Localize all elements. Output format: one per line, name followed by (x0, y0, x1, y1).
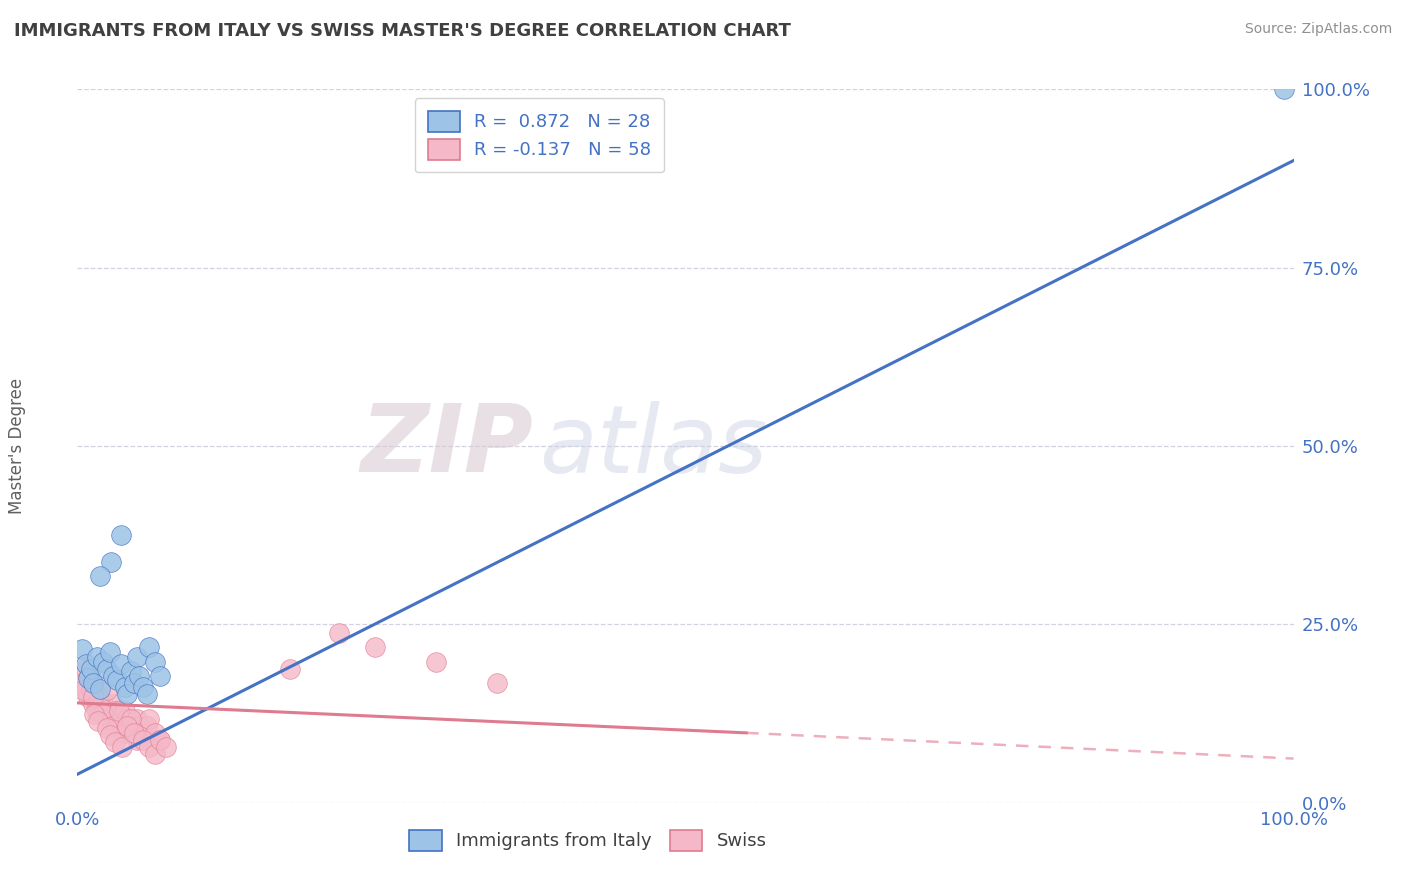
Text: Source: ZipAtlas.com: Source: ZipAtlas.com (1244, 22, 1392, 37)
Text: atlas: atlas (540, 401, 768, 491)
Point (96, 721, 118, 735)
Point (75, 683, 97, 698)
Point (115, 719, 138, 733)
Point (96, 705, 118, 719)
Point (111, 740, 134, 755)
Point (149, 733, 172, 747)
Point (82, 676, 104, 690)
Point (72, 683, 94, 698)
Point (98, 728, 121, 742)
Point (128, 719, 150, 733)
Point (89, 690, 111, 705)
Point (138, 712, 160, 726)
Point (91, 706, 114, 721)
Point (87, 692, 110, 706)
Point (101, 669, 124, 683)
Point (114, 705, 136, 719)
Point (155, 740, 177, 755)
Legend: Immigrants from Italy, Swiss: Immigrants from Italy, Swiss (402, 822, 775, 858)
Point (100, 555, 122, 569)
Point (104, 705, 127, 719)
Point (96, 683, 118, 698)
Point (132, 680, 155, 694)
Point (132, 733, 155, 747)
Text: Master's Degree: Master's Degree (8, 378, 25, 514)
Point (82, 698, 104, 712)
Text: IMMIGRANTS FROM ITALY VS SWISS MASTER'S DEGREE CORRELATION CHART: IMMIGRANTS FROM ITALY VS SWISS MASTER'S … (14, 22, 792, 40)
Point (91, 655, 114, 669)
Point (120, 719, 142, 733)
Point (143, 747, 166, 762)
Point (132, 726, 155, 740)
Point (107, 705, 129, 719)
Point (77, 669, 100, 683)
Point (101, 698, 124, 712)
Point (101, 719, 124, 733)
Text: ZIP: ZIP (360, 400, 533, 492)
Point (128, 669, 150, 683)
Point (138, 740, 160, 755)
Point (89, 569, 111, 583)
Point (425, 655, 447, 669)
Point (83, 685, 105, 699)
Point (70, 676, 93, 690)
Point (89, 681, 111, 696)
Point (125, 733, 148, 747)
Point (110, 528, 132, 542)
Point (107, 712, 129, 726)
Point (80, 662, 103, 676)
Point (138, 640, 160, 655)
Point (104, 735, 127, 749)
Point (120, 664, 142, 678)
Point (143, 655, 166, 669)
Point (115, 712, 138, 726)
Point (278, 662, 301, 676)
Point (107, 673, 129, 687)
Point (328, 626, 350, 640)
Point (485, 676, 508, 690)
Point (124, 726, 146, 740)
Point (91, 698, 114, 712)
Point (125, 649, 148, 664)
Point (124, 726, 146, 740)
Point (86, 649, 108, 664)
Point (86, 705, 108, 719)
Point (135, 719, 157, 733)
Point (87, 714, 110, 728)
Point (135, 687, 157, 701)
Point (364, 640, 387, 655)
Point (110, 657, 132, 671)
Point (143, 726, 166, 740)
Point (149, 669, 172, 683)
Point (111, 719, 134, 733)
Point (114, 680, 136, 694)
Point (125, 712, 148, 726)
Point (115, 687, 138, 701)
Point (96, 662, 118, 676)
Point (77, 671, 100, 685)
Point (98, 644, 121, 658)
Point (1272, 82, 1295, 96)
Point (82, 690, 104, 705)
Point (89, 699, 111, 714)
Point (80, 676, 103, 690)
Point (120, 712, 142, 726)
Point (149, 733, 172, 747)
Point (83, 706, 105, 721)
Point (70, 642, 93, 657)
Point (75, 662, 97, 676)
Point (77, 690, 100, 705)
Point (114, 726, 136, 740)
Point (75, 657, 97, 671)
Point (98, 712, 121, 726)
Point (80, 683, 103, 698)
Point (124, 676, 146, 690)
